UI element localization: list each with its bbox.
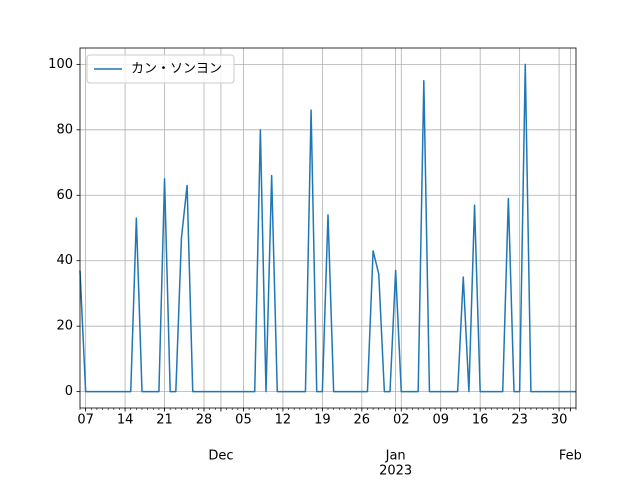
x-tick-label: 23 <box>511 413 528 428</box>
x-tick-label: Jan <box>385 449 406 464</box>
y-tick-label: 0 <box>65 384 73 399</box>
x-tick-label: 30 <box>551 413 568 428</box>
x-tick-label: Feb <box>559 449 582 464</box>
x-tick-label: 09 <box>432 413 449 428</box>
x-tick-label: 07 <box>77 413 94 428</box>
legend-label: カン・ソンヨン <box>131 62 222 77</box>
x-tick-label: 12 <box>275 413 292 428</box>
legend-box <box>86 54 235 84</box>
y-tick-label: 100 <box>48 57 73 72</box>
x-tick-label: 05 <box>235 413 252 428</box>
x-tick-label: 14 <box>117 413 134 428</box>
plot-frame <box>79 47 577 409</box>
x-tick-label: Dec <box>208 449 233 464</box>
x-tick-sublabel: 2023 <box>379 464 412 479</box>
x-tick-label: 28 <box>196 413 213 428</box>
x-tick-label: 19 <box>314 413 331 428</box>
y-tick-label: 60 <box>56 188 73 203</box>
x-tick-label: 16 <box>472 413 489 428</box>
y-tick-label: 40 <box>56 253 73 268</box>
x-tick-label: 02 <box>393 413 410 428</box>
data-line <box>79 63 576 393</box>
x-tick-label: 21 <box>156 413 173 428</box>
x-tick-label: 26 <box>354 413 371 428</box>
y-tick-label: 20 <box>56 319 73 334</box>
y-tick-label: 80 <box>56 122 73 137</box>
